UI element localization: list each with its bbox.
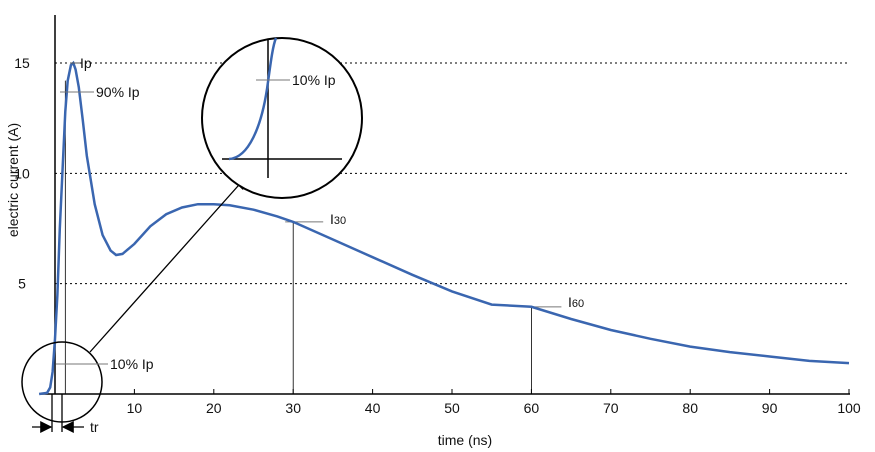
- ten-percent-label: 10% Ip: [110, 356, 154, 372]
- zoom-inset-circle: [201, 37, 363, 199]
- x-tick-label: 100: [837, 400, 861, 416]
- zoom-ten-percent-label: 10% Ip: [292, 72, 336, 88]
- i60-label: I60: [568, 294, 584, 310]
- x-tick-label: 30: [285, 400, 301, 416]
- x-tick-label: 60: [524, 400, 540, 416]
- x-axis-title: time (ns): [438, 432, 492, 448]
- zoom-curve: [228, 37, 278, 161]
- i30-label: I30: [330, 211, 346, 227]
- x-tick-label: 20: [206, 400, 222, 416]
- tr-label: tr: [90, 419, 99, 435]
- y-axis-title: electric current (A): [5, 123, 21, 237]
- x-tick-label: 10: [127, 400, 143, 416]
- zoom-arrow: [89, 176, 247, 353]
- y-tick-label: 10: [14, 165, 30, 181]
- y-tick-label: 5: [18, 276, 26, 292]
- ninety-percent-label: 90% Ip: [96, 84, 140, 100]
- x-tick-label: 90: [762, 400, 778, 416]
- x-tick-label: 80: [682, 400, 698, 416]
- current-series-line: [38, 60, 850, 396]
- ip-label: Ip: [80, 55, 92, 71]
- x-tick-label: 70: [603, 400, 619, 416]
- x-tick-label: 50: [444, 400, 460, 416]
- y-tick-label: 15: [14, 55, 30, 71]
- x-tick-label: 40: [365, 400, 381, 416]
